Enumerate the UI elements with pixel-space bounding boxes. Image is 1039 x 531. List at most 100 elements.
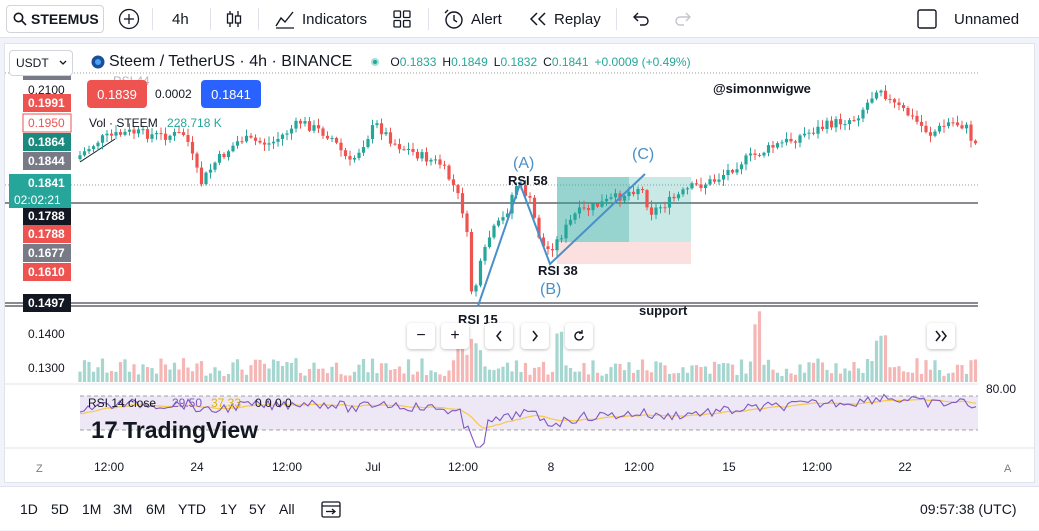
volume-bar (789, 373, 793, 382)
volume-bar (780, 375, 784, 382)
range-button[interactable]: 1D (20, 501, 38, 517)
candle-body (384, 132, 388, 135)
candle-body (807, 132, 811, 134)
volume-bar (870, 361, 874, 382)
undo-button[interactable] (632, 0, 650, 38)
templates-button[interactable] (392, 0, 412, 38)
replay-button[interactable]: Replay (528, 0, 601, 38)
volume-bar (141, 364, 145, 382)
compare-button[interactable] (118, 0, 140, 38)
volume-bar (771, 369, 775, 382)
volume-bar (681, 367, 685, 382)
indicators-label: Indicators (302, 10, 368, 28)
rsi-band (80, 396, 978, 430)
candle-body (312, 125, 316, 131)
volume-bar (654, 361, 658, 382)
svg-text:0.1400: 0.1400 (28, 327, 65, 341)
range-button[interactable]: 5Y (249, 501, 267, 517)
range-button[interactable]: 1Y (220, 501, 238, 517)
chart-panel[interactable]: @simonnwigwe (A) (B) (C) RSI 58 RSI 38 R… (4, 43, 1035, 483)
candle-body (447, 165, 451, 180)
candle-body (699, 184, 703, 189)
candle-body (181, 132, 186, 136)
volume-bar (96, 367, 100, 382)
candle-body (136, 129, 141, 134)
volume-bar (415, 371, 420, 382)
candle-body (874, 92, 879, 99)
candle-body (289, 128, 294, 134)
volume-bar (289, 363, 294, 382)
candle-body (150, 134, 154, 139)
price-chart[interactable]: @simonnwigwe (A) (B) (C) RSI 58 RSI 38 R… (5, 44, 1034, 482)
range-button[interactable]: YTD (178, 501, 206, 517)
volume-bar (352, 371, 357, 382)
layout-button[interactable]: Unnamed (916, 0, 1019, 38)
candle-body (730, 169, 735, 173)
date-range-button[interactable] (320, 487, 342, 531)
zoom-in-button[interactable]: + (441, 323, 469, 349)
volume-bar (546, 374, 550, 382)
volume-bar (532, 367, 537, 382)
volume-bar (582, 362, 586, 382)
volume-bar (730, 364, 735, 382)
utc-clock[interactable]: 09:57:38 (UTC) (920, 501, 1017, 517)
volume-bar (694, 365, 699, 382)
range-button[interactable]: 3M (113, 501, 133, 517)
volume-bar (307, 368, 312, 382)
redo-button[interactable] (674, 0, 692, 38)
svg-text:TradingView: TradingView (123, 417, 258, 443)
range-button[interactable]: 5D (51, 501, 69, 517)
range-button[interactable]: 6M (146, 501, 166, 517)
candle-body (114, 132, 118, 136)
volume-bar (649, 372, 654, 382)
zoom-out-button[interactable]: − (407, 323, 435, 349)
candle-body (573, 213, 577, 220)
candle-body (501, 217, 505, 221)
ohlc-open-label: O (390, 55, 400, 69)
volume-bar (775, 372, 780, 382)
chart-type-button[interactable] (225, 0, 243, 38)
range-button[interactable]: 1M (82, 501, 102, 517)
alert-button[interactable]: Alert (443, 0, 502, 38)
range-button[interactable]: All (279, 501, 295, 517)
candle-body (667, 196, 672, 208)
sell-button[interactable]: 0.1839 (87, 80, 147, 108)
scroll-right-button[interactable] (521, 323, 549, 349)
volume-bar (618, 364, 622, 382)
volume-bar (424, 375, 429, 382)
zoom-reset-z[interactable]: Z (36, 463, 43, 475)
candle-body (595, 203, 600, 207)
scroll-left-button[interactable] (485, 323, 513, 349)
candle-body (928, 132, 933, 136)
interval-button[interactable]: 4h (172, 10, 189, 28)
rsi-level-80: 80.00 (986, 382, 1016, 396)
volume-bar (676, 373, 681, 382)
candle-body (937, 125, 942, 132)
volume-bar (438, 374, 442, 382)
candle-body (316, 125, 321, 129)
candle-body (474, 285, 478, 292)
volume-bar (213, 367, 217, 382)
currency-select[interactable]: USDT (9, 50, 73, 76)
candle-body (123, 131, 127, 135)
candle-body (154, 133, 159, 135)
indicators-button[interactable]: Indicators (274, 0, 367, 38)
steem-logo-icon (91, 55, 105, 69)
time-label: Jul (365, 460, 380, 474)
candle-body (100, 135, 105, 143)
auto-scale-a[interactable]: A (1004, 463, 1012, 475)
candle-body (672, 196, 676, 199)
candle-body (942, 125, 946, 127)
reset-chart-button[interactable] (565, 323, 593, 349)
candle-body (325, 135, 330, 139)
candle-body (235, 141, 240, 146)
buy-button[interactable]: 0.1841 (201, 80, 261, 108)
volume-bar (865, 359, 870, 382)
double-chevron-right-icon (935, 330, 947, 342)
symbol-search[interactable]: STEEMUS (6, 5, 104, 33)
candle-body (717, 179, 721, 182)
candle-body (271, 141, 276, 144)
scroll-to-realtime-button[interactable] (927, 323, 955, 349)
time-label: 24 (190, 460, 204, 474)
candle-body (541, 237, 546, 247)
